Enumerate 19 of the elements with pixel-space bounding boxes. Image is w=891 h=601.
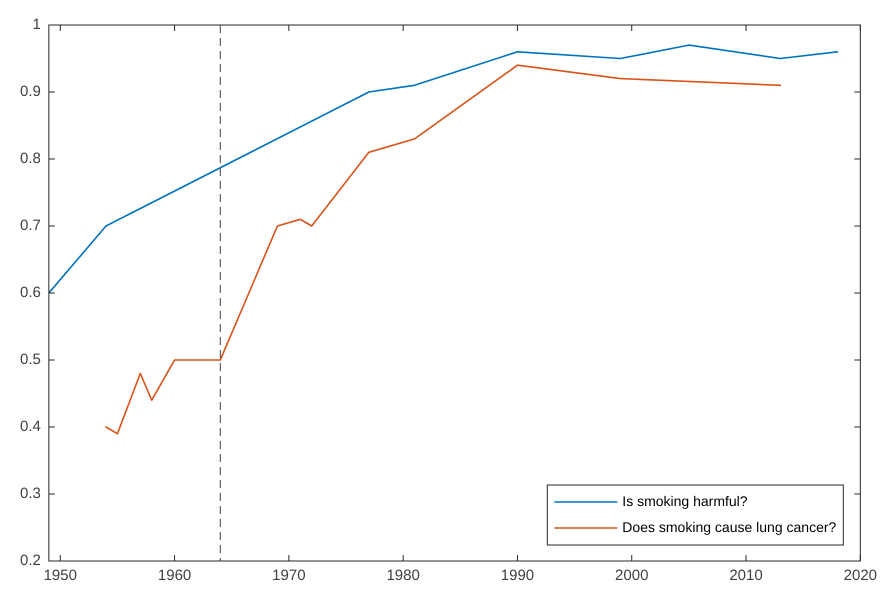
x-tick-label: 1960 — [158, 567, 192, 584]
x-tick-label: 2020 — [844, 567, 878, 584]
x-tick-label: 1980 — [386, 567, 420, 584]
legend-label: Does smoking cause lung cancer? — [622, 518, 837, 535]
y-tick-label: 0.5 — [20, 351, 41, 368]
y-tick-label: 1 — [32, 16, 41, 34]
y-tick-label: 0.7 — [20, 217, 41, 234]
x-tick-label: 1970 — [272, 567, 306, 584]
x-tick-label: 2010 — [729, 567, 763, 584]
x-tick-label: 2000 — [615, 567, 648, 584]
y-tick-label: 0.6 — [20, 284, 41, 302]
x-tick-label: 1990 — [500, 567, 534, 584]
x-tick-label: 1950 — [44, 567, 77, 584]
y-tick-label: 0.8 — [20, 150, 41, 168]
y-tick-label: 0.4 — [20, 418, 41, 436]
y-tick-label: 0.2 — [20, 552, 41, 570]
legend-label: Is smoking harmful? — [622, 492, 748, 509]
y-tick-label: 0.9 — [20, 83, 41, 100]
y-tick-label: 0.3 — [20, 485, 41, 502]
